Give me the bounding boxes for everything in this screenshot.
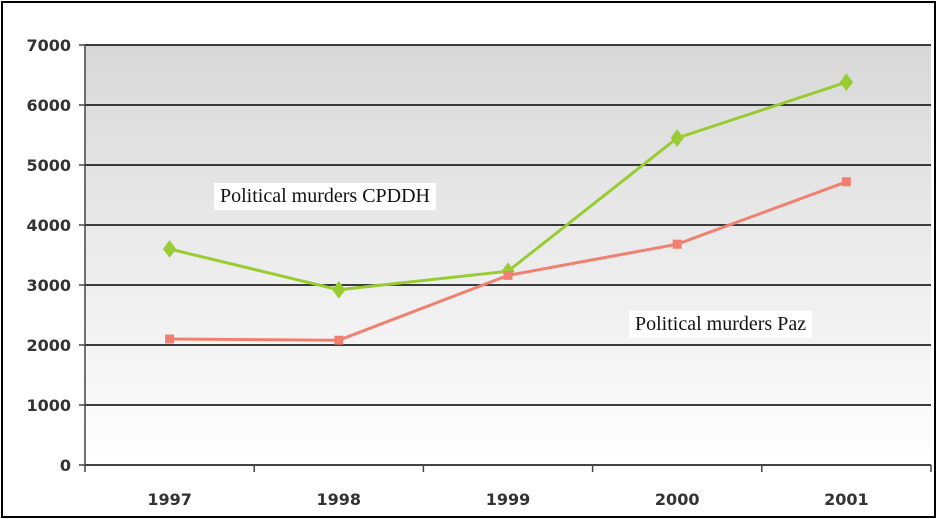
y-tick-label-6000: 6000 (26, 96, 71, 115)
annotation-cpddh: Political murders CPDDH (214, 183, 436, 210)
line-chart: 0 1000 2000 3000 4000 5000 6000 7000 1997 1998 199… (26, 36, 932, 509)
data-point-0-1998 (332, 280, 346, 299)
y-tick-label-0: 0 (60, 456, 71, 475)
data-point-1-2001 (841, 177, 851, 187)
y-tick-label-4000: 4000 (26, 216, 71, 235)
x-tick-label-2000: 2000 (655, 490, 700, 509)
y-tick-label-5000: 5000 (26, 156, 71, 175)
data-point-0-1997 (162, 240, 177, 258)
series-1 (165, 177, 851, 345)
y-tick-label-7000: 7000 (26, 36, 71, 55)
plot-area (85, 45, 931, 465)
x-tick-label-1999: 1999 (486, 490, 531, 509)
data-point-1-1998 (334, 335, 344, 345)
y-tick-label-3000: 3000 (26, 276, 71, 295)
data-point-0-2000 (670, 129, 684, 147)
y-tick-label-1000: 1000 (26, 396, 71, 415)
data-point-1-2000 (672, 239, 682, 249)
data-point-1-1997 (165, 334, 175, 344)
x-tick-label-1998: 1998 (317, 490, 362, 509)
annotation-paz: Political murders Paz (629, 311, 813, 338)
y-tick-label-2000: 2000 (26, 336, 71, 355)
data-point-1-1999 (503, 270, 513, 280)
x-tick-label-1997: 1997 (147, 490, 192, 509)
data-point-0-2001 (839, 73, 854, 92)
x-tick-label-2001: 2001 (824, 490, 869, 509)
